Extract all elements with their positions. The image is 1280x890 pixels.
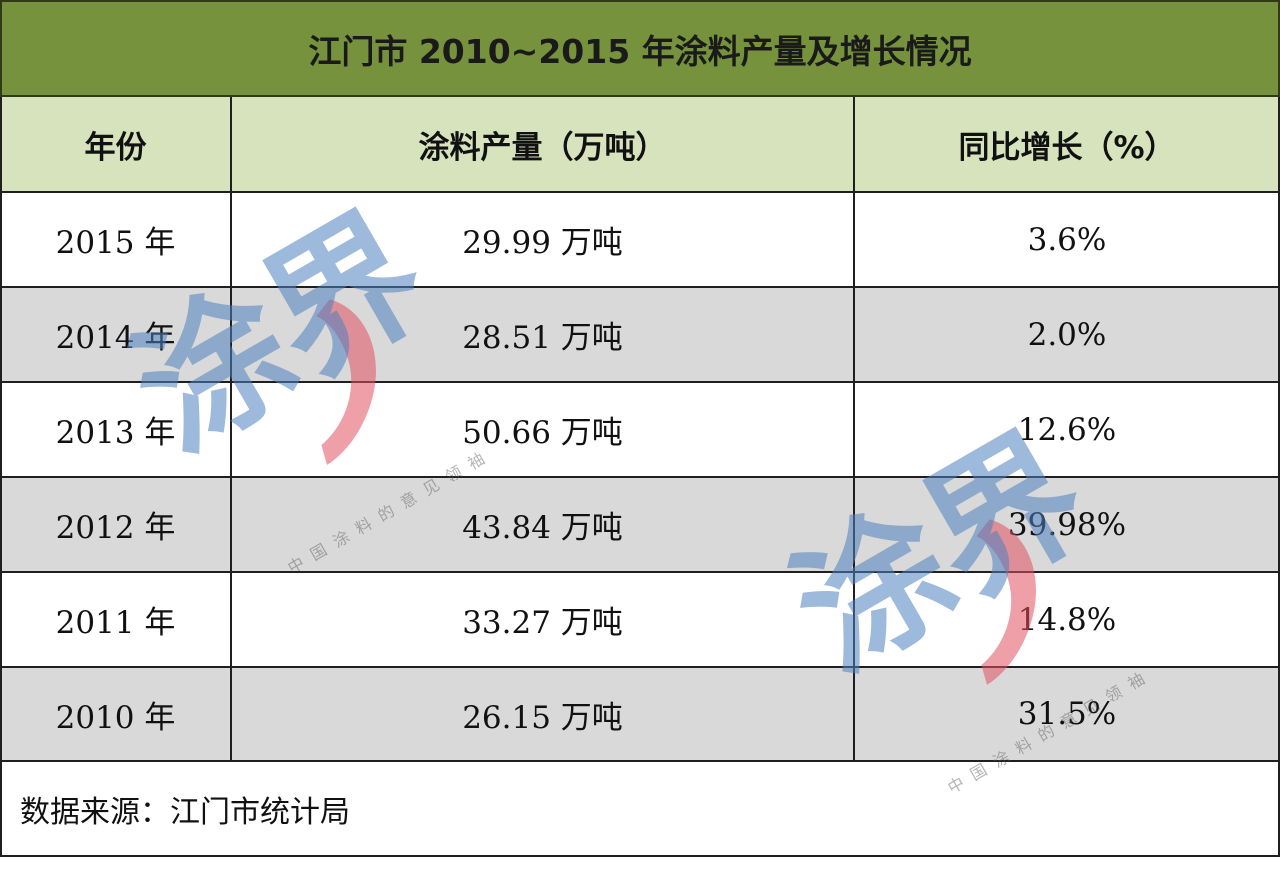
table-title: 江门市 2010~2015 年涂料产量及增长情况	[0, 0, 1280, 97]
growth-cell: 2.0%	[1027, 316, 1107, 353]
growth-cell: 39.98%	[1007, 506, 1127, 543]
row-divider	[0, 571, 1280, 573]
table-right-border	[1278, 97, 1280, 857]
growth-cell: 3.6%	[1027, 221, 1107, 258]
table-row: 2012 年 43.84 万吨 39.98%	[0, 477, 1280, 572]
year-cell: 2015 年	[55, 225, 176, 261]
table-row: 2015 年 29.99 万吨 3.6%	[0, 192, 1280, 287]
table-bottom-border	[0, 855, 1280, 857]
output-cell: 33.27 万吨	[462, 605, 623, 641]
header-year: 年份	[84, 130, 147, 166]
year-cell: 2014 年	[55, 320, 176, 356]
row-divider	[0, 191, 1280, 193]
output-cell: 29.99 万吨	[462, 225, 623, 261]
data-table: 江门市 2010~2015 年涂料产量及增长情况 年份 涂料产量（万吨） 同比增…	[0, 0, 1280, 857]
table-row: 2010 年 26.15 万吨 31.5%	[0, 667, 1280, 762]
header-growth: 同比增长（%）	[958, 130, 1176, 166]
growth-cell: 14.8%	[1017, 601, 1117, 638]
column-divider	[853, 97, 855, 761]
table-row: 2013 年 50.66 万吨 12.6%	[0, 382, 1280, 477]
year-cell: 2010 年	[55, 699, 176, 736]
row-divider	[0, 760, 1280, 762]
output-cell: 43.84 万吨	[462, 510, 623, 546]
table-left-border	[0, 97, 2, 857]
row-divider	[0, 476, 1280, 478]
year-cell: 2012 年	[55, 510, 176, 546]
growth-cell: 12.6%	[1017, 411, 1117, 448]
year-cell: 2011 年	[55, 605, 176, 641]
row-divider	[0, 381, 1280, 383]
output-cell: 50.66 万吨	[462, 415, 623, 451]
output-cell: 26.15 万吨	[462, 699, 623, 736]
output-cell: 28.51 万吨	[462, 320, 623, 356]
header-output: 涂料产量（万吨）	[418, 130, 667, 166]
row-divider	[0, 286, 1280, 288]
table-row: 2014 年 28.51 万吨 2.0%	[0, 287, 1280, 382]
header-row: 年份 涂料产量（万吨） 同比增长（%）	[0, 97, 1280, 192]
table-row: 2011 年 33.27 万吨 14.8%	[0, 572, 1280, 667]
year-cell: 2013 年	[55, 415, 176, 451]
row-divider	[0, 666, 1280, 668]
column-divider	[230, 97, 232, 761]
growth-cell: 31.5%	[1017, 696, 1117, 732]
source-note: 数据来源：江门市统计局	[20, 795, 350, 830]
